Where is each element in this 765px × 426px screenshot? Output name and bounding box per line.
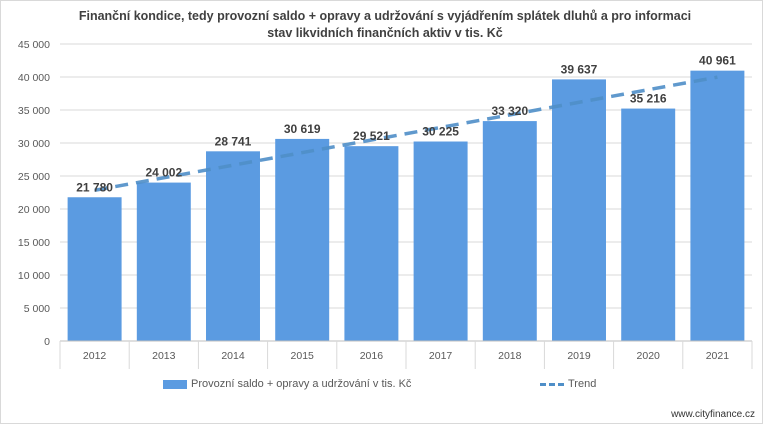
bar-2017 bbox=[413, 141, 468, 341]
legend-label-series: Provozní saldo + opravy a udržování v ti… bbox=[191, 378, 412, 390]
legend-swatch-series bbox=[163, 379, 187, 389]
x-tick-label: 2018 bbox=[498, 350, 522, 362]
data-label-2019: 39 637 bbox=[561, 62, 598, 76]
legend-label-trend: Trend bbox=[568, 378, 597, 390]
bar-2015 bbox=[275, 138, 330, 341]
x-tick-label: 2019 bbox=[567, 350, 591, 362]
bar-2012 bbox=[67, 197, 122, 341]
y-tick-label: 30 000 bbox=[18, 138, 50, 150]
bar-2020 bbox=[621, 108, 676, 341]
y-tick-label: 25 000 bbox=[18, 171, 50, 183]
bar-2021 bbox=[690, 70, 745, 341]
data-label-2013: 24 002 bbox=[145, 166, 182, 180]
y-tick-label: 0 bbox=[44, 336, 50, 348]
bar-2019 bbox=[552, 79, 606, 341]
chart-legend: Provozní saldo + opravy a udržování v ti… bbox=[0, 378, 765, 394]
chart-title-line-1: Finanční kondice, tedy provozní saldo + … bbox=[78, 9, 692, 23]
y-tick-label: 45 000 bbox=[18, 39, 50, 51]
data-label-2015: 30 619 bbox=[284, 122, 321, 136]
data-label-2020: 35 216 bbox=[630, 92, 667, 106]
y-tick-label: 15 000 bbox=[18, 237, 50, 249]
bar-2014 bbox=[206, 151, 260, 341]
legend-item-trend: Trend bbox=[540, 378, 596, 390]
data-label-2021: 40 961 bbox=[699, 54, 736, 68]
chart-title-line-2: stav likvidních finančních aktiv v tis. … bbox=[267, 26, 503, 40]
bar-2013 bbox=[136, 182, 191, 341]
y-tick-label: 35 000 bbox=[18, 105, 50, 117]
chart-title: Finanční kondice, tedy provozní saldo + … bbox=[40, 8, 730, 42]
x-tick-label: 2021 bbox=[706, 350, 730, 362]
legend-swatch-trend bbox=[540, 382, 564, 386]
data-label-2012: 21 780 bbox=[76, 180, 113, 194]
x-tick-label: 2017 bbox=[429, 350, 453, 362]
bar-2016 bbox=[344, 146, 399, 341]
data-label-2017: 30 225 bbox=[422, 125, 459, 139]
trend-line bbox=[94, 75, 718, 193]
x-tick-label: 2020 bbox=[637, 350, 661, 362]
x-tick-label: 2014 bbox=[221, 350, 245, 362]
y-tick-label: 40 000 bbox=[18, 72, 50, 84]
y-tick-label: 10 000 bbox=[18, 270, 50, 282]
legend-item-series: Provozní saldo + opravy a udržování v ti… bbox=[163, 378, 411, 390]
x-tick-label: 2015 bbox=[291, 350, 315, 362]
x-tick-label: 2016 bbox=[360, 350, 384, 362]
bar-2018 bbox=[482, 121, 537, 341]
x-tick-label: 2013 bbox=[152, 350, 176, 362]
watermark: www.cityfinance.cz bbox=[671, 409, 755, 420]
data-label-2016: 29 521 bbox=[353, 129, 390, 143]
y-tick-label: 5 000 bbox=[24, 303, 50, 315]
data-label-2014: 28 741 bbox=[215, 134, 252, 148]
x-tick-label: 2012 bbox=[83, 350, 107, 362]
data-label-2018: 33 320 bbox=[491, 104, 528, 118]
y-tick-label: 20 000 bbox=[18, 204, 50, 216]
